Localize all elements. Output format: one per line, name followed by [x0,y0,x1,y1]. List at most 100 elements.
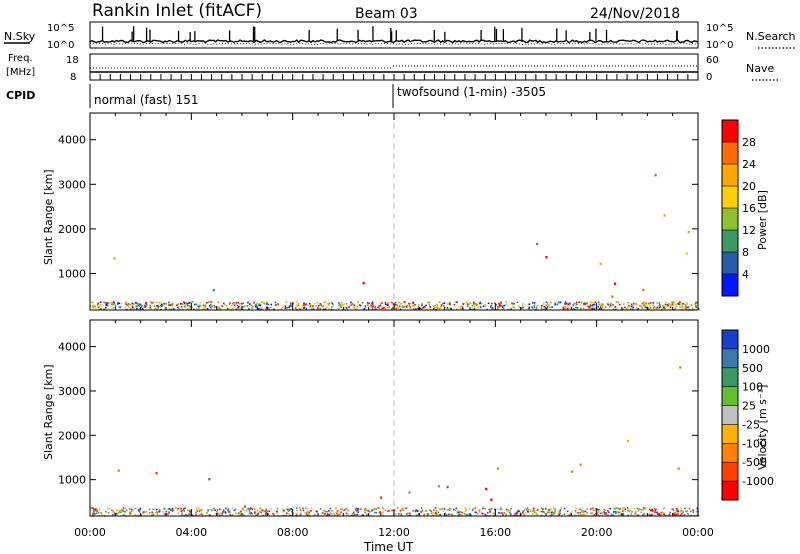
power-cell [497,306,499,308]
power-cell [439,307,441,310]
velocity-cell [581,513,584,516]
power-cell [387,307,389,309]
velocity-cell [321,512,324,514]
velocity-cell [472,507,474,509]
velocity-cell [515,512,518,514]
power-colorbar-tick-label: 16 [742,202,756,215]
power-cell [323,301,326,303]
velocity-cell [542,510,545,513]
power-cell [158,302,161,304]
velocity-cell [149,512,151,514]
velocity-cell [130,510,133,512]
velocity-cell [554,511,556,513]
velocity-cell [276,512,279,514]
velocity-cell [554,509,557,511]
power-cell [362,302,364,304]
power-cell [403,301,405,303]
power-cell [392,307,394,309]
velocity-cell [368,511,371,513]
velocity-cell [319,507,322,510]
power-cell [105,306,107,309]
power-cell [228,303,231,306]
power-cell [446,307,449,309]
power-cell [288,305,291,307]
velocity-cell [200,513,203,515]
velocity-cell [177,509,179,511]
velocity-cell [492,512,495,515]
power-cell [290,305,292,307]
power-cell [127,303,130,305]
power-cell [187,304,189,307]
power-cell [382,307,384,309]
power-cell [265,306,268,309]
nsearch-label: N.Search [746,30,796,43]
velocity-cell [272,513,274,515]
power-cell [305,308,307,310]
power-cell [511,303,514,306]
velocity-cell [207,509,210,511]
power-cell [677,303,680,305]
power-cell [516,301,519,304]
time-tick-label: 00:00 [682,526,714,539]
power-cell [340,306,342,308]
velocity-cell [175,507,177,509]
power-cell [484,305,486,307]
power-cell [421,304,423,306]
power-cell [588,306,591,308]
velocity-cell [598,509,600,511]
power-cell [113,257,116,260]
power-cell [172,302,174,305]
power-cell [92,306,95,309]
velocity-cell [542,508,544,510]
velocity-cell [94,509,97,511]
power-cell [383,307,385,309]
power-cell [473,301,475,303]
velocity-cell [417,512,420,515]
velocity-cell [510,514,512,516]
power-cell [141,305,143,307]
velocity-cell [435,512,438,515]
cpid-segment-2: twofsound (1-min) -3505 [397,85,546,99]
velocity-cell [254,508,256,510]
velocity-cell [195,507,198,509]
velocity-cell [384,509,387,511]
power-cell [99,301,102,303]
power-cell [234,308,237,310]
power-cell [627,307,629,309]
velocity-cell [281,508,284,510]
power-cell [498,302,500,305]
power-cell [654,173,657,177]
velocity-cell [138,511,141,513]
power-cell [613,307,615,310]
velocity-cell [683,507,686,510]
velocity-cell [205,512,208,514]
power-cell [533,302,536,304]
velocity-cell [296,509,298,512]
power-cell [299,308,302,311]
power-cell [223,302,225,305]
velocity-cell [245,509,248,512]
power-cell [107,302,110,304]
power-cell [652,307,655,309]
velocity-cell [444,512,447,515]
power-cell [97,302,100,305]
power-cell [394,303,397,306]
velocity-cell [570,512,572,514]
power-cell [572,308,575,310]
time-tick-label: 12:00 [378,526,410,539]
velocity-cell [464,513,466,515]
power-cell [536,242,539,246]
power-cell [558,302,560,304]
power-cell [630,308,632,310]
velocity-cell [215,510,218,513]
power-cell [384,301,387,304]
velocity-cell [216,512,219,515]
velocity-cell [618,511,621,514]
velocity-cell [336,512,338,514]
power-cell [421,302,423,305]
velocity-cell [404,507,407,510]
power-cell [491,302,493,305]
velocity-cell [285,514,288,517]
power-cell [170,308,173,310]
velocity-cell [227,508,230,511]
